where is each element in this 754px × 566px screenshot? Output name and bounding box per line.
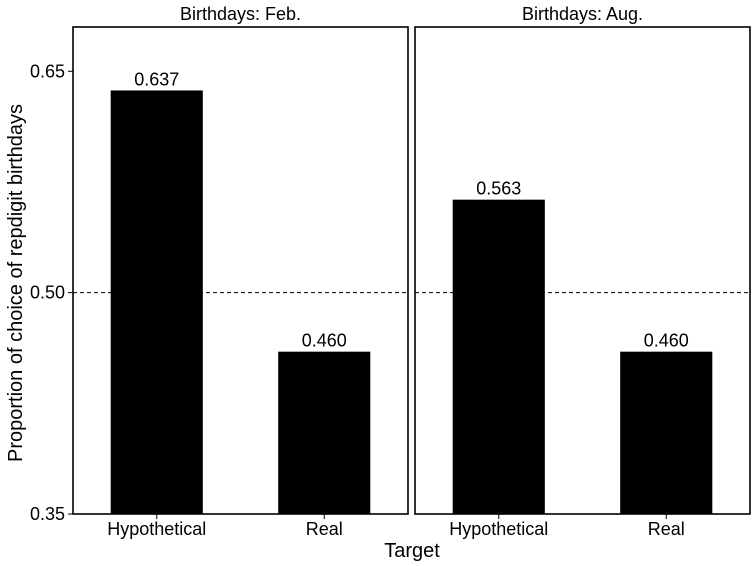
x-tick-label: Hypothetical bbox=[449, 519, 548, 539]
chart-panels: 0.637 Hypothetical 0.460 Real Birthdays: Feb… bbox=[72, 4, 751, 539]
panel-frame bbox=[414, 26, 751, 515]
y-axis-title: Proportion of choice of repdigit birthda… bbox=[5, 104, 27, 462]
y-axis: 0.35 0.50 0.65 bbox=[30, 61, 73, 524]
bar-hypothetical bbox=[452, 199, 545, 514]
x-tick-label: Real bbox=[306, 519, 343, 539]
bar-value-label: 0.637 bbox=[134, 69, 179, 89]
x-axis-title: Target bbox=[384, 540, 440, 562]
y-tick-label: 0.50 bbox=[30, 283, 65, 303]
y-tick-label: 0.35 bbox=[30, 504, 65, 524]
bar-real bbox=[620, 351, 713, 514]
bar-value-label: 0.460 bbox=[302, 331, 347, 351]
panel-title: Birthdays: Feb. bbox=[180, 4, 301, 24]
panel-frame bbox=[72, 26, 409, 515]
x-tick-label: Real bbox=[648, 519, 685, 539]
y-tick-label: 0.65 bbox=[30, 61, 65, 81]
panel-title: Birthdays: Aug. bbox=[522, 4, 643, 24]
bar-value-label: 0.563 bbox=[476, 179, 521, 199]
panel-1: 0.637 Hypothetical 0.460 Real Birthdays: Feb… bbox=[72, 4, 409, 539]
bar-value-label: 0.460 bbox=[644, 331, 689, 351]
bar-hypothetical bbox=[110, 90, 203, 514]
panel-2: 0.563 Hypothetical 0.460 Real Birthdays: Aug… bbox=[414, 4, 751, 539]
x-tick-label: Hypothetical bbox=[107, 519, 206, 539]
bar-real bbox=[278, 351, 371, 514]
